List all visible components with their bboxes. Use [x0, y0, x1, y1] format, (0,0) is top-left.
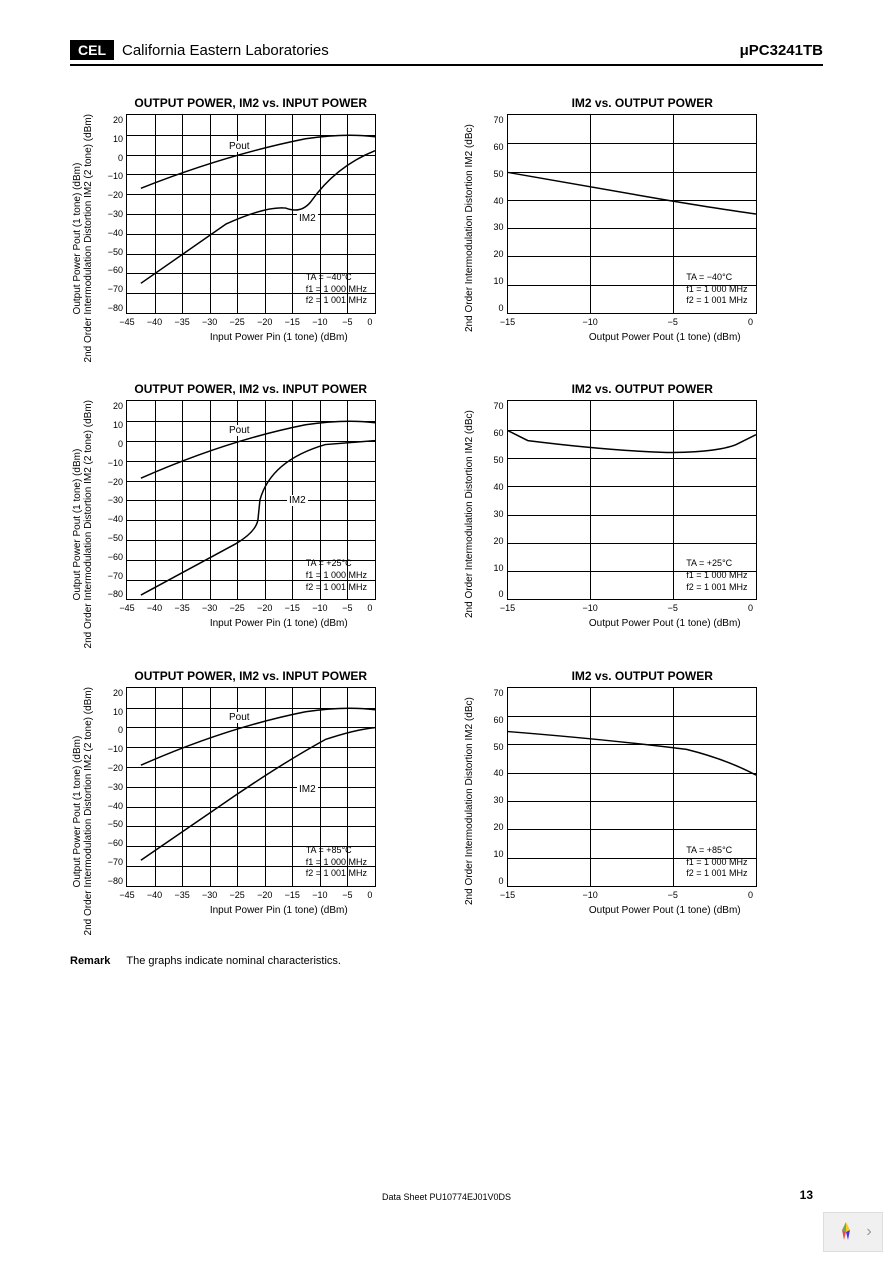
part-number: μPC3241TB — [740, 42, 823, 59]
chart-title: OUTPUT POWER, IM2 vs. INPUT POWER — [70, 669, 432, 683]
x-ticks: −45−40−35−30−25−20−15−10−50 — [127, 317, 375, 327]
chart-3: IM2 vs. OUTPUT POWER 2nd Order Intermodul… — [462, 382, 824, 648]
x-axis-label: Input Power Pin (1 tone) (dBm) — [126, 332, 432, 343]
charts-grid: OUTPUT POWER, IM2 vs. INPUT POWER Output … — [70, 96, 823, 935]
chart-4: OUTPUT POWER, IM2 vs. INPUT POWER Output … — [70, 669, 432, 935]
x-axis-label: Output Power Pout (1 tone) (dBm) — [507, 618, 824, 629]
y-axis-label: Output Power Pout (1 tone) (dBm) 2nd Ord… — [70, 687, 96, 935]
plot-area: 706050403020100−15−10−50TA = +85°Cf1 = 1… — [507, 687, 757, 887]
y-ticks: 20100−10−20−30−40−50−60−70−80 — [99, 115, 123, 313]
y-axis-label: 2nd Order Intermodulation Distortion IM2… — [462, 114, 477, 343]
plot-area: 20100−10−20−30−40−50−60−70−80−45−40−35−3… — [126, 400, 376, 600]
chart-conditions: TA = −40°Cf1 = 1 000 MHzf2 = 1 001 MHz — [306, 272, 367, 307]
y-axis-label: Output Power Pout (1 tone) (dBm) 2nd Ord… — [70, 400, 96, 648]
y-axis-label: 2nd Order Intermodulation Distortion IM2… — [462, 687, 477, 916]
page-number: 13 — [800, 1188, 813, 1202]
remark: RemarkThe graphs indicate nominal charac… — [70, 955, 823, 967]
y-axis-label: Output Power Pout (1 tone) (dBm) 2nd Ord… — [70, 114, 96, 362]
page-header: CEL California Eastern Laboratories μPC3… — [70, 40, 823, 66]
x-ticks: −15−10−50 — [508, 603, 756, 613]
corner-widget[interactable]: › — [823, 1212, 883, 1252]
footer-text: Data Sheet PU10774EJ01V0DS — [0, 1192, 893, 1202]
y-axis-label: 2nd Order Intermodulation Distortion IM2… — [462, 400, 477, 629]
chart-5: IM2 vs. OUTPUT POWER 2nd Order Intermodul… — [462, 669, 824, 935]
chart-title: IM2 vs. OUTPUT POWER — [462, 96, 824, 110]
chart-title: IM2 vs. OUTPUT POWER — [462, 669, 824, 683]
plot-area: 20100−10−20−30−40−50−60−70−80−45−40−35−3… — [126, 687, 376, 887]
chart-conditions: TA = +25°Cf1 = 1 000 MHzf2 = 1 001 MHz — [306, 558, 367, 593]
chart-conditions: TA = +85°Cf1 = 1 000 MHzf2 = 1 001 MHz — [306, 845, 367, 880]
chart-title: IM2 vs. OUTPUT POWER — [462, 382, 824, 396]
y-ticks: 706050403020100 — [480, 688, 504, 886]
x-axis-label: Input Power Pin (1 tone) (dBm) — [126, 905, 432, 916]
company-name: California Eastern Laboratories — [122, 42, 329, 59]
x-axis-label: Output Power Pout (1 tone) (dBm) — [507, 332, 824, 343]
plot-area: 706050403020100−15−10−50TA = +25°Cf1 = 1… — [507, 400, 757, 600]
y-ticks: 20100−10−20−30−40−50−60−70−80 — [99, 401, 123, 599]
chart-0: OUTPUT POWER, IM2 vs. INPUT POWER Output … — [70, 96, 432, 362]
chart-2: OUTPUT POWER, IM2 vs. INPUT POWER Output … — [70, 382, 432, 648]
chart-title: OUTPUT POWER, IM2 vs. INPUT POWER — [70, 96, 432, 110]
x-ticks: −15−10−50 — [508, 317, 756, 327]
y-ticks: 20100−10−20−30−40−50−60−70−80 — [99, 688, 123, 886]
y-ticks: 706050403020100 — [480, 115, 504, 313]
chart-conditions: TA = +85°Cf1 = 1 000 MHzf2 = 1 001 MHz — [686, 845, 747, 880]
chart-title: OUTPUT POWER, IM2 vs. INPUT POWER — [70, 382, 432, 396]
cel-logo: CEL — [70, 40, 114, 60]
x-ticks: −15−10−50 — [508, 890, 756, 900]
plot-area: 20100−10−20−30−40−50−60−70−80−45−40−35−3… — [126, 114, 376, 314]
x-ticks: −45−40−35−30−25−20−15−10−50 — [127, 890, 375, 900]
chart-conditions: TA = +25°Cf1 = 1 000 MHzf2 = 1 001 MHz — [686, 558, 747, 593]
x-ticks: −45−40−35−30−25−20−15−10−50 — [127, 603, 375, 613]
plot-area: 706050403020100−15−10−50TA = −40°Cf1 = 1… — [507, 114, 757, 314]
y-ticks: 706050403020100 — [480, 401, 504, 599]
x-axis-label: Input Power Pin (1 tone) (dBm) — [126, 618, 432, 629]
chart-conditions: TA = −40°Cf1 = 1 000 MHzf2 = 1 001 MHz — [686, 272, 747, 307]
chart-1: IM2 vs. OUTPUT POWER 2nd Order Intermodul… — [462, 96, 824, 362]
x-axis-label: Output Power Pout (1 tone) (dBm) — [507, 905, 824, 916]
